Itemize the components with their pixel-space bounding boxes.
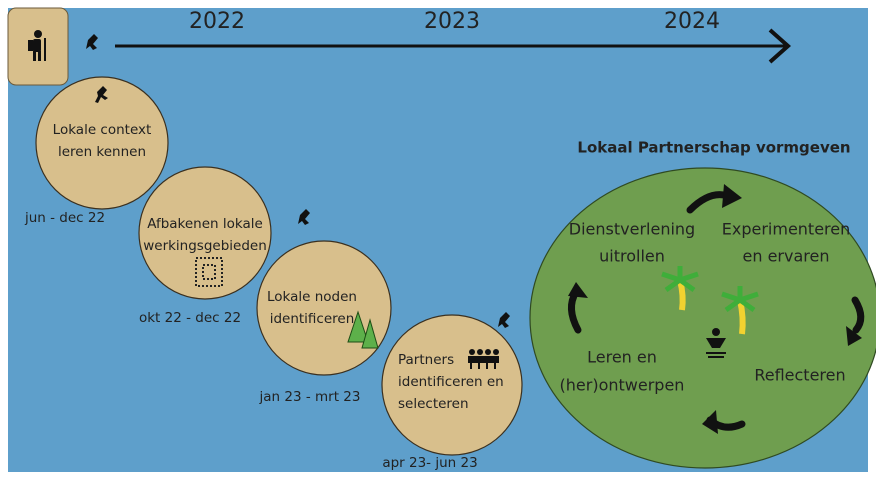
step-label: en ervaren <box>743 247 830 266</box>
phase-period: okt 22 - dec 22 <box>139 310 241 326</box>
phase-label: selecteren <box>398 396 469 412</box>
phase-label: identificeren en <box>398 374 504 390</box>
year: 2022 <box>189 9 245 34</box>
step-label: uitrollen <box>599 247 665 266</box>
year: 2023 <box>424 9 480 34</box>
phase-label: werkingsgebieden <box>143 238 267 254</box>
phase-period: apr 23- jun 23 <box>382 455 477 471</box>
step-label: Dienstverlening <box>569 220 695 239</box>
phase-label: Lokale noden <box>267 289 357 305</box>
phase-label: Partners <box>398 352 454 368</box>
step-label: (her)ontwerpen <box>560 376 685 395</box>
phase-label: leren kennen <box>58 144 146 160</box>
phase-label: identificeren <box>270 311 355 327</box>
step-label: Leren en <box>587 348 657 367</box>
diagram: 2022 2023 2024 Lokale context leren kenn… <box>0 0 876 477</box>
partnership-title: Lokaal Partnerschap vormgeven <box>577 139 850 157</box>
page: 2022 2023 2024 Lokale context leren kenn… <box>0 0 876 477</box>
step-label: Reflecteren <box>754 366 845 385</box>
phase-period: jan 23 - mrt 23 <box>259 389 361 405</box>
phase-circle <box>257 241 391 375</box>
phase-period: jun - dec 22 <box>24 210 105 226</box>
year: 2024 <box>664 9 720 34</box>
phase-label: Afbakenen lokale <box>147 216 263 232</box>
phase-label: Lokale context <box>53 122 152 138</box>
step-label: Experimenteren <box>722 220 851 239</box>
